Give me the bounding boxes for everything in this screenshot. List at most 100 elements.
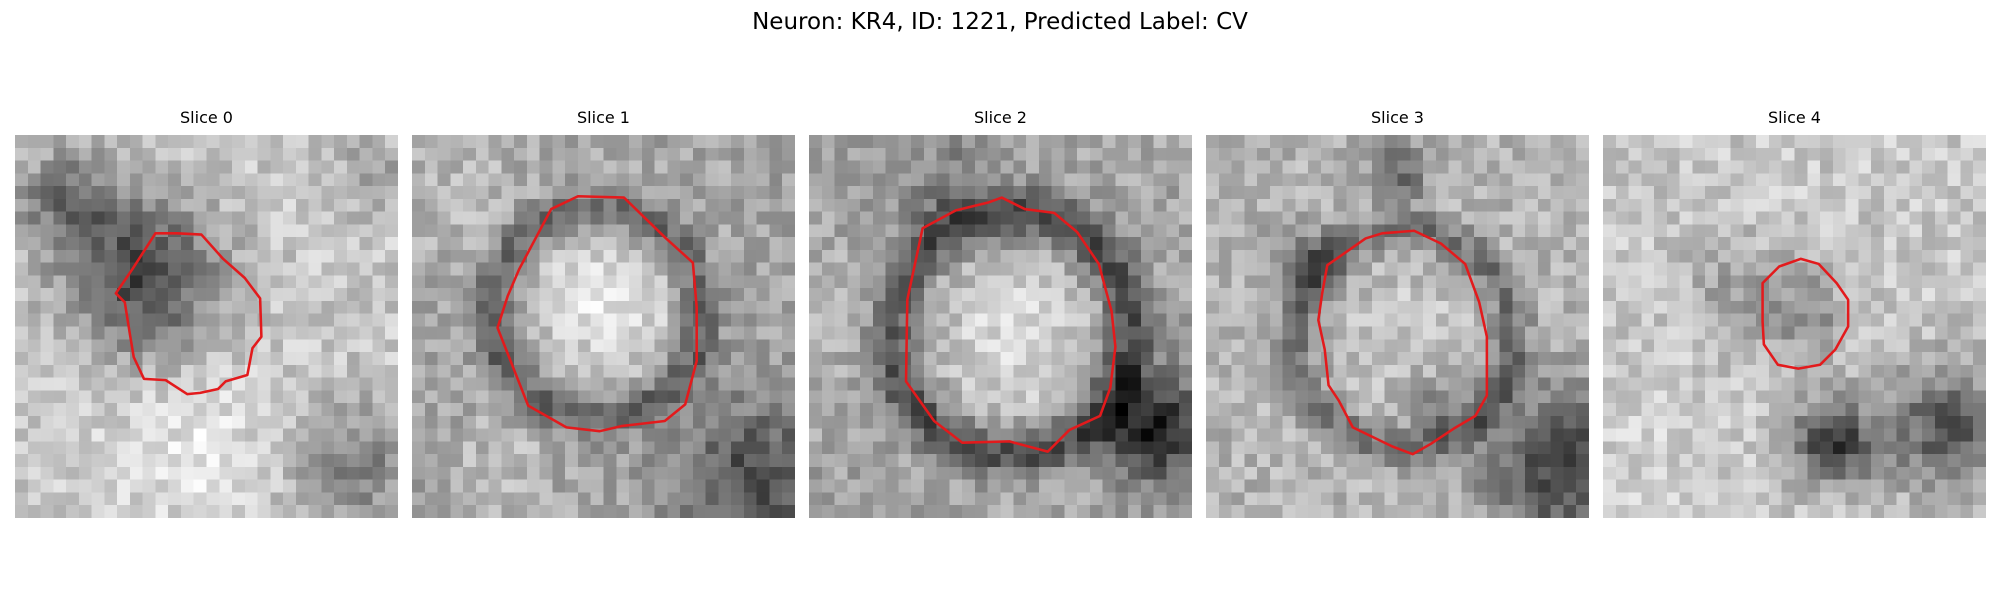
pixel bbox=[911, 492, 925, 506]
pixel bbox=[283, 364, 297, 378]
pixel bbox=[257, 505, 271, 518]
pixel bbox=[809, 198, 823, 212]
pixel bbox=[1077, 377, 1091, 391]
pixel bbox=[1013, 377, 1027, 391]
pixel bbox=[1666, 224, 1680, 238]
pixel bbox=[641, 135, 655, 149]
pixel bbox=[1064, 135, 1078, 149]
pixel bbox=[949, 326, 963, 340]
pixel bbox=[962, 160, 976, 174]
pixel bbox=[1244, 403, 1258, 417]
pixel bbox=[193, 441, 207, 455]
pixel bbox=[1410, 186, 1424, 200]
pixel bbox=[437, 313, 451, 327]
pixel bbox=[603, 326, 617, 340]
pixel bbox=[1525, 415, 1539, 429]
pixel bbox=[705, 339, 719, 353]
pixel bbox=[1435, 135, 1449, 149]
pixel bbox=[372, 505, 386, 518]
pixel bbox=[1423, 173, 1437, 187]
pixel bbox=[743, 224, 757, 238]
pixel bbox=[308, 479, 322, 493]
pixel bbox=[1973, 390, 1986, 404]
pixel bbox=[1320, 147, 1334, 161]
pixel bbox=[885, 441, 899, 455]
pixel bbox=[1244, 135, 1258, 149]
pixel bbox=[1563, 288, 1577, 302]
pixel bbox=[1615, 339, 1629, 353]
pixel bbox=[1371, 415, 1385, 429]
pixel bbox=[1423, 249, 1437, 263]
pixel bbox=[270, 288, 284, 302]
pixel bbox=[641, 262, 655, 276]
pixel bbox=[514, 147, 528, 161]
pixel bbox=[91, 300, 105, 314]
pixel bbox=[104, 454, 118, 468]
pixel bbox=[359, 262, 373, 276]
pixel bbox=[372, 160, 386, 174]
pixel bbox=[1820, 377, 1834, 391]
pixel bbox=[424, 454, 438, 468]
pixel bbox=[359, 364, 373, 378]
pixel bbox=[346, 326, 360, 340]
pixel bbox=[206, 198, 220, 212]
pixel bbox=[1231, 147, 1245, 161]
pixel bbox=[590, 224, 604, 238]
pixel bbox=[1435, 186, 1449, 200]
pixel bbox=[1397, 237, 1411, 251]
pixel bbox=[1384, 403, 1398, 417]
pixel bbox=[385, 479, 398, 493]
pixel bbox=[1934, 300, 1948, 314]
pixel bbox=[1871, 479, 1885, 493]
pixel bbox=[1397, 415, 1411, 429]
pixel bbox=[1934, 160, 1948, 174]
pixel bbox=[756, 186, 770, 200]
pixel bbox=[412, 224, 426, 238]
pixel bbox=[1820, 313, 1834, 327]
pixel bbox=[1231, 198, 1245, 212]
pixel bbox=[1435, 441, 1449, 455]
pixel bbox=[590, 262, 604, 276]
pixel bbox=[1231, 237, 1245, 251]
pixel bbox=[949, 415, 963, 429]
pixel bbox=[1692, 428, 1706, 442]
pixel bbox=[654, 428, 668, 442]
pixel bbox=[1333, 454, 1347, 468]
slice-image bbox=[412, 135, 795, 518]
pixel bbox=[475, 249, 489, 263]
pixel bbox=[1628, 428, 1642, 442]
pixel bbox=[1448, 288, 1462, 302]
pixel bbox=[821, 186, 835, 200]
pixel bbox=[1794, 147, 1808, 161]
pixel bbox=[1026, 428, 1040, 442]
pixel bbox=[1692, 186, 1706, 200]
pixel bbox=[1641, 313, 1655, 327]
pixel bbox=[321, 505, 335, 518]
pixel bbox=[539, 249, 553, 263]
pixel bbox=[743, 237, 757, 251]
pixel bbox=[949, 492, 963, 506]
pixel bbox=[308, 339, 322, 353]
pixel bbox=[1102, 479, 1116, 493]
pixel bbox=[1026, 390, 1040, 404]
pixel bbox=[129, 275, 143, 289]
pixel bbox=[232, 428, 246, 442]
pixel bbox=[1038, 415, 1052, 429]
pixel bbox=[962, 377, 976, 391]
pixel bbox=[1781, 275, 1795, 289]
pixel bbox=[1026, 237, 1040, 251]
pixel bbox=[1832, 466, 1846, 480]
pixel bbox=[1102, 415, 1116, 429]
pixel bbox=[308, 352, 322, 366]
pixel bbox=[385, 415, 398, 429]
pixel bbox=[1563, 339, 1577, 353]
pixel bbox=[590, 441, 604, 455]
pixel bbox=[437, 403, 451, 417]
pixel bbox=[1654, 237, 1668, 251]
pixel bbox=[463, 492, 477, 506]
pixel bbox=[488, 275, 502, 289]
pixel bbox=[1384, 237, 1398, 251]
pixel bbox=[1692, 403, 1706, 417]
pixel bbox=[1295, 237, 1309, 251]
pixel bbox=[1423, 492, 1437, 506]
